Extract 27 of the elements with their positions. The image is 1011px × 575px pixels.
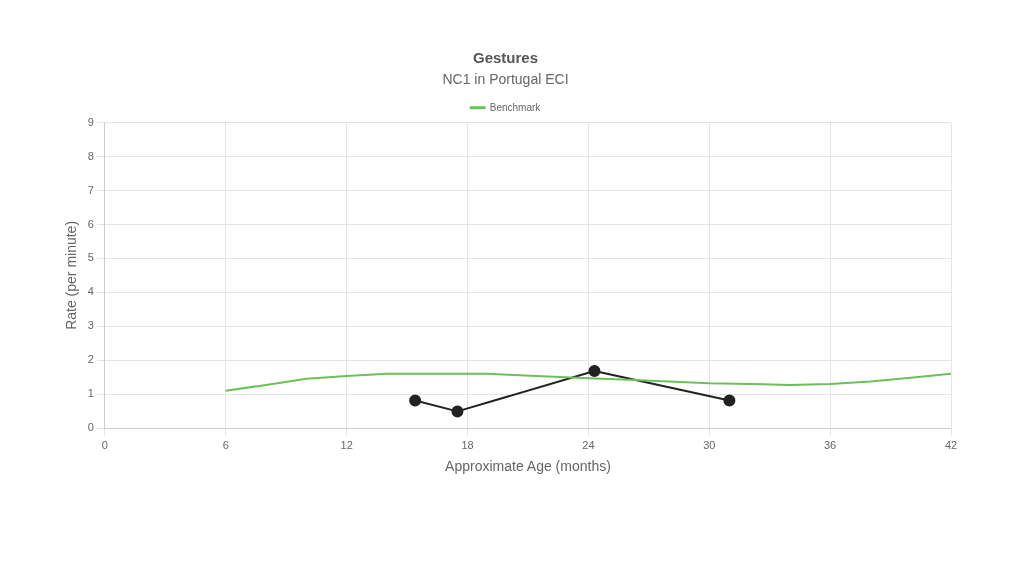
point bbox=[588, 365, 601, 378]
x-tick-label: 18 bbox=[461, 438, 474, 451]
x-tick-label: 42 bbox=[944, 438, 958, 451]
y-tick-label: 3 bbox=[87, 319, 94, 332]
y-tick-label: 6 bbox=[87, 217, 94, 230]
y-tick-label: 5 bbox=[87, 251, 94, 264]
x-tick-label: 6 bbox=[222, 438, 229, 451]
point bbox=[723, 394, 736, 407]
y-axis-title: Rate (per minute) bbox=[63, 220, 80, 330]
x-tick-label: 0 bbox=[101, 438, 108, 451]
y-tick-label: 1 bbox=[87, 387, 94, 400]
x-tick-label: 36 bbox=[824, 438, 837, 451]
point bbox=[451, 405, 464, 418]
y-tick-label: 8 bbox=[87, 149, 94, 162]
y-tick-label: 4 bbox=[87, 285, 94, 298]
legend-label: Benchmark bbox=[489, 101, 542, 113]
y-tick-label: 9 bbox=[87, 115, 94, 128]
y-tick-label: 7 bbox=[87, 183, 94, 196]
x-axis-title: Approximate Age (months) bbox=[445, 458, 611, 475]
chart-subtitle: NC1 in Portugal ECI bbox=[442, 71, 569, 88]
x-tick-label: 30 bbox=[703, 438, 716, 451]
y-tick-label: 2 bbox=[87, 353, 94, 366]
x-tick-label: 24 bbox=[582, 438, 595, 451]
point bbox=[409, 394, 422, 407]
x-tick-label: 12 bbox=[340, 438, 353, 451]
y-tick-label: 0 bbox=[87, 421, 94, 434]
chart-title: Gestures bbox=[472, 49, 539, 67]
